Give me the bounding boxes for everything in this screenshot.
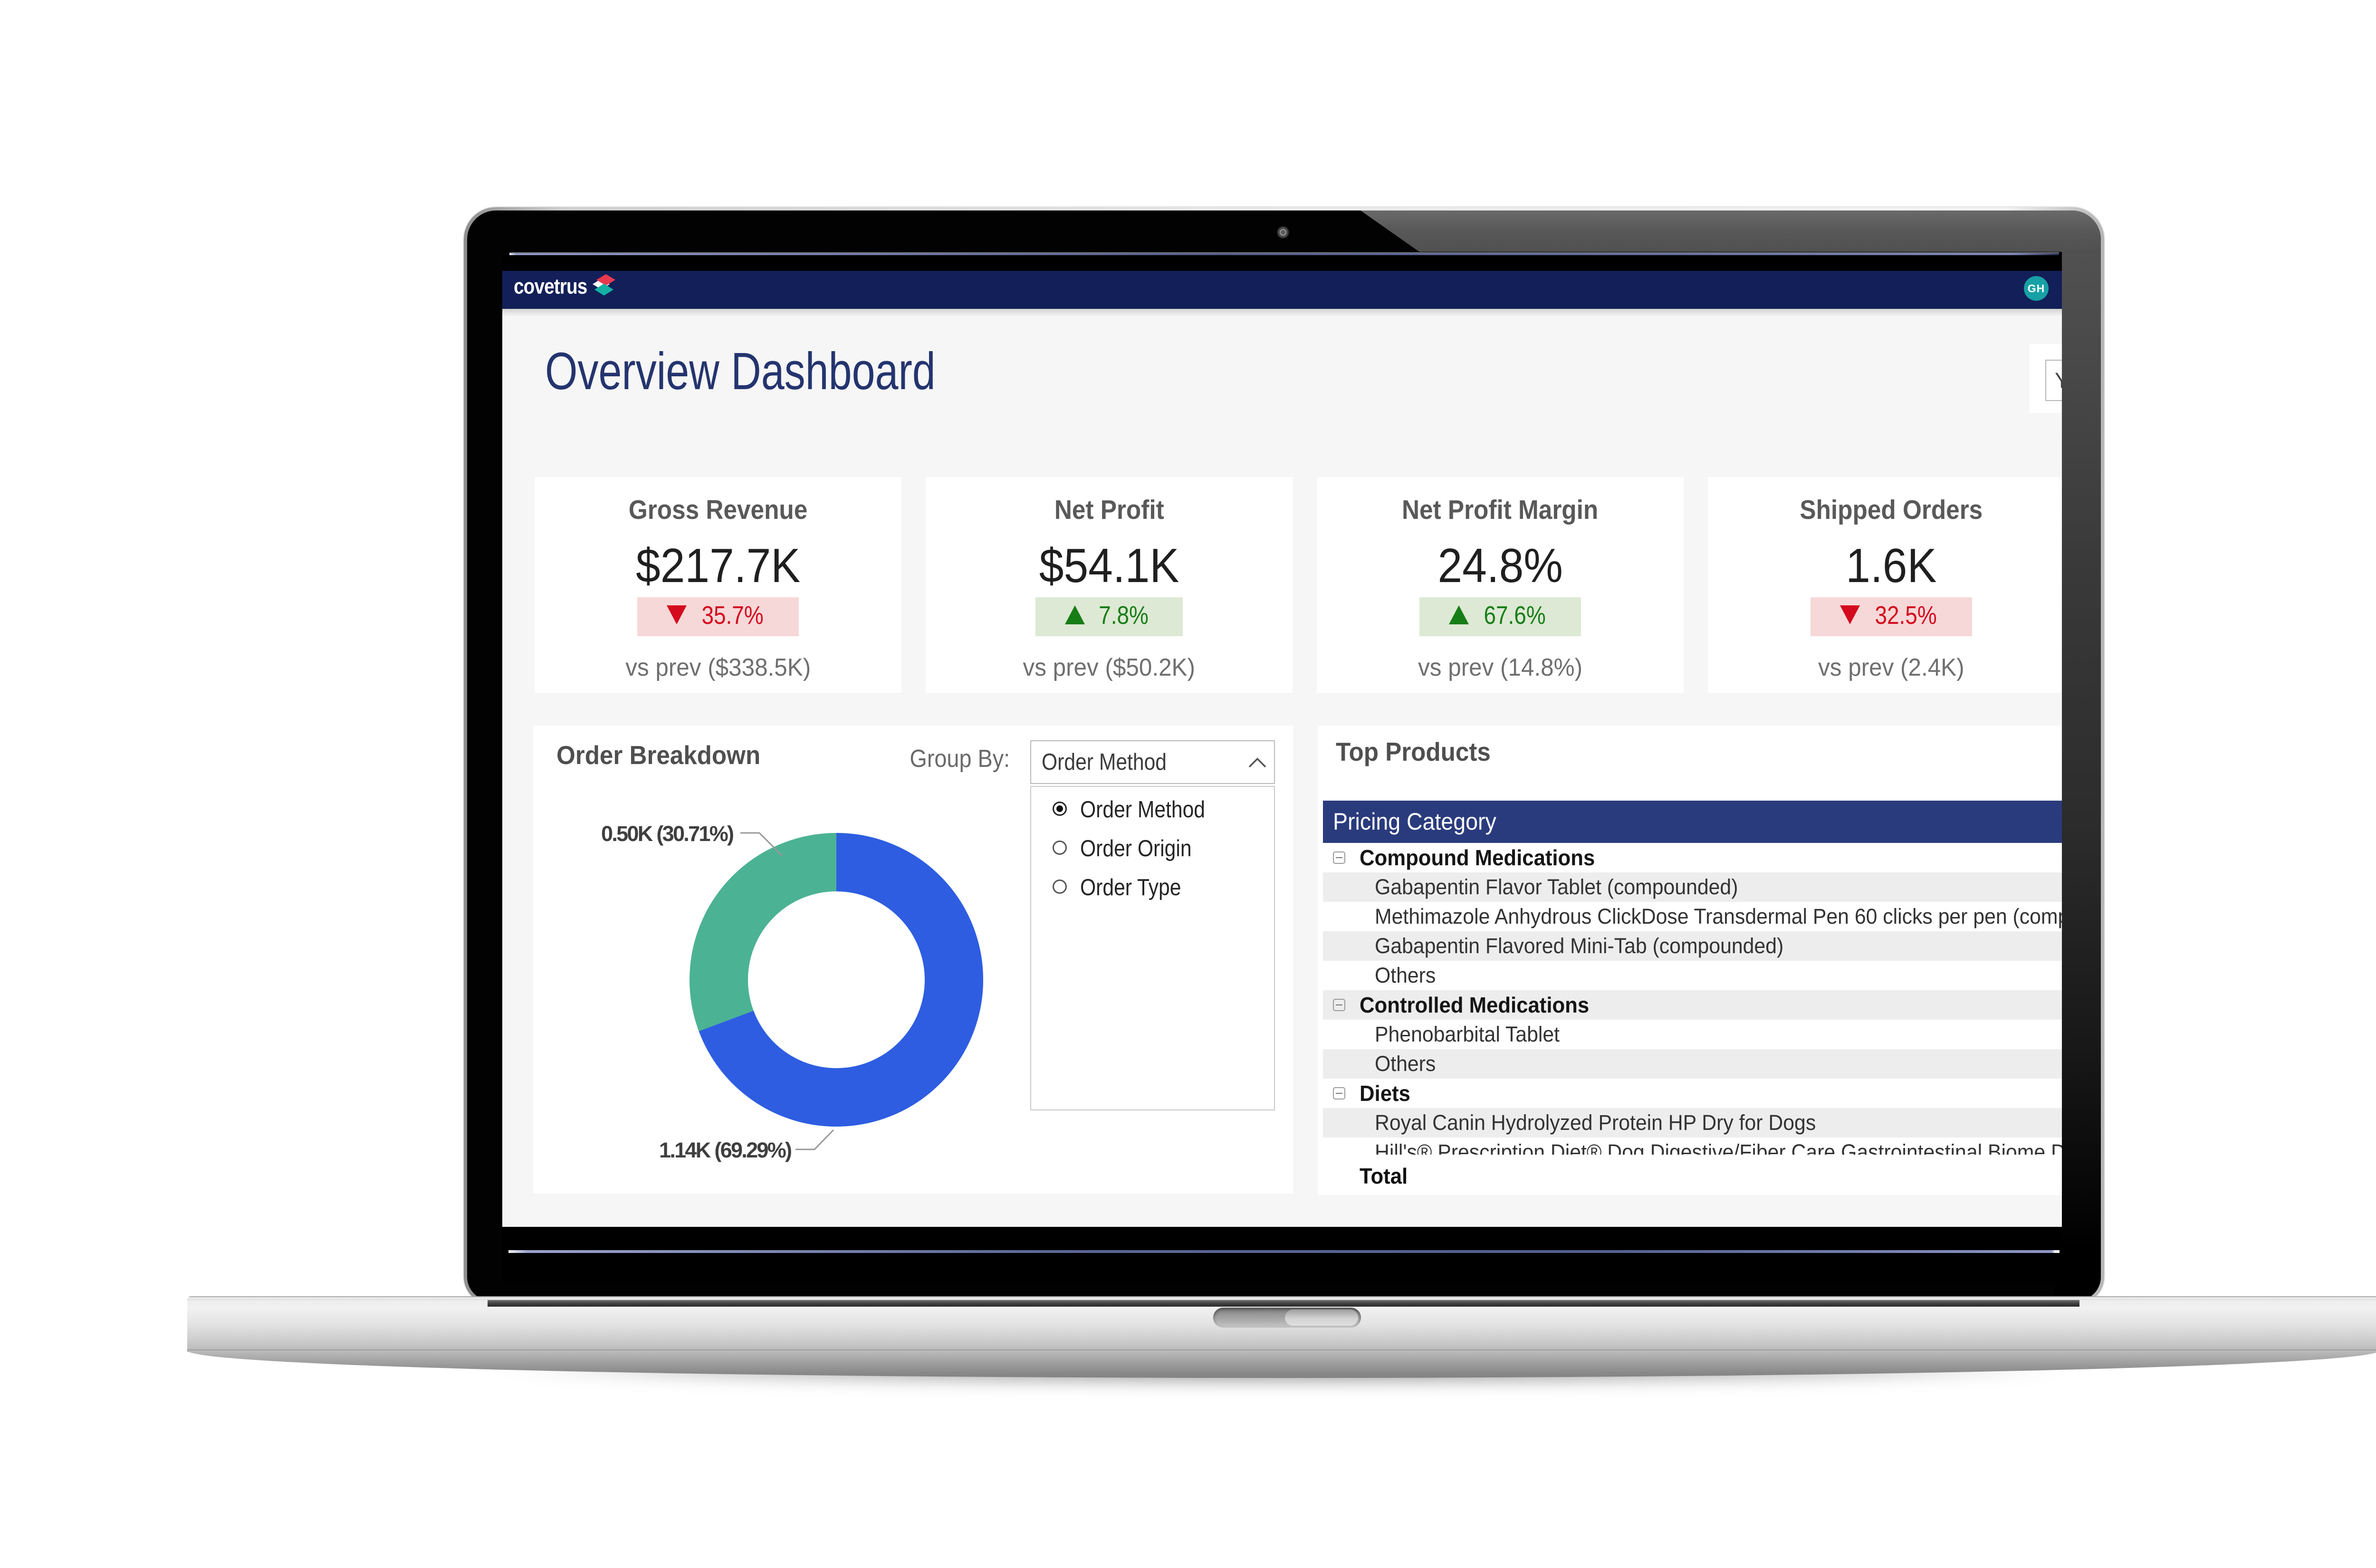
svg-text:0.50K (30.71%): 0.50K (30.71%) xyxy=(601,822,734,846)
svg-text:1.14K (69.29%): 1.14K (69.29%) xyxy=(659,1138,792,1162)
